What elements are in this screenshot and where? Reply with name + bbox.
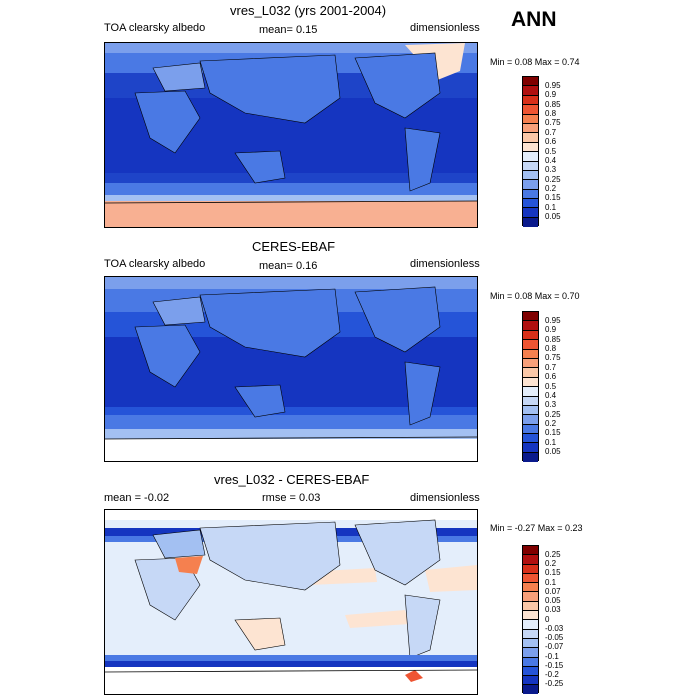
panel-1-mean-label: mean= 0.15 xyxy=(259,24,318,36)
panel-3-minmax: Min = -0.27 Max = 0.23 xyxy=(490,523,583,533)
panel-1-colorbar-level: 0.3 xyxy=(545,165,557,175)
panel-3-colorbar-level: 0.03 xyxy=(545,605,561,615)
panel-3-colorbar-level: -0.25 xyxy=(545,679,564,689)
panel-2-colorbar-level: 0.1 xyxy=(545,437,557,447)
panel-3-map xyxy=(104,509,478,695)
panel-2-colorbar-level: 0.05 xyxy=(545,447,561,457)
panel-3-colorbar-level: -0.03 xyxy=(545,623,564,633)
panel-1-colorbar-level: 0.7 xyxy=(545,127,557,137)
panel-1-colorbar-level: 0.85 xyxy=(545,99,561,109)
panel-1-colorbar-level: 0.75 xyxy=(545,118,561,128)
panel-3-colorbar-level: 0.15 xyxy=(545,568,561,578)
panel-3-title: vres_L032 - CERES-EBAF xyxy=(214,472,370,487)
panel-1-map xyxy=(104,42,478,228)
panel-3-colorbar-level: -0.07 xyxy=(545,642,564,652)
panel-3-colorbar-level: -0.1 xyxy=(545,651,559,661)
panel-1-units-label: dimensionless xyxy=(410,22,480,34)
panel-1-colorbar-level: 0.25 xyxy=(545,174,561,184)
panel-2-colorbar xyxy=(522,311,539,462)
panel-2-units-label: dimensionless xyxy=(410,258,480,270)
season-label: ANN xyxy=(511,8,557,31)
panel-2-colorbar-level: 0.9 xyxy=(545,325,557,335)
panel-2-colorbar-level: 0.8 xyxy=(545,344,557,353)
panel-2-colorbar-level: 0.7 xyxy=(545,362,557,372)
panel-1-variable-label: TOA clearsky albedo xyxy=(104,22,206,34)
panel-1-colorbar-level: 0.2 xyxy=(545,184,557,193)
panel-1-colorbar-level: 0.1 xyxy=(545,202,557,212)
panel-1-colorbar-level: 0.6 xyxy=(545,137,557,147)
panel-3-colorbar-level: -0.15 xyxy=(545,660,564,670)
panel-3-colorbar-level: 0.05 xyxy=(545,596,561,605)
panel-1-colorbar-level: 0.95 xyxy=(545,80,561,90)
panel-2-title: CERES-EBAF xyxy=(252,239,336,254)
panel-2-colorbar-level: 0.3 xyxy=(545,400,557,410)
panel-2-colorbar-level: 0.15 xyxy=(545,428,561,438)
panel-2-colorbar-level: 0.85 xyxy=(545,334,561,344)
panel-3-colorbar xyxy=(522,545,539,694)
panel-1-minmax: Min = 0.08 Max = 0.74 xyxy=(490,57,580,67)
panel-3-units-label: dimensionless xyxy=(410,492,480,504)
panel-3-colorbar-level: -0.05 xyxy=(545,633,564,642)
panel-3-colorbar-level: 0.25 xyxy=(545,549,561,559)
panel-2-colorbar-level: 0.75 xyxy=(545,353,561,363)
panel-2-colorbar-level: 0.95 xyxy=(545,315,561,325)
panel-2-mean-label: mean= 0.16 xyxy=(259,260,318,272)
panel-3-colorbar-level: 0.07 xyxy=(545,586,561,596)
panel-1-colorbar-level: 0.8 xyxy=(545,109,557,118)
panel-2-colorbar-level: 0.5 xyxy=(545,381,557,391)
panel-2-map xyxy=(104,276,478,462)
panel-1-colorbar-level: 0.9 xyxy=(545,90,557,100)
panel-3-colorbar-level: 0.2 xyxy=(545,559,557,568)
panel-2-colorbar-level: 0.2 xyxy=(545,419,557,428)
panel-1-colorbar-level: 0.05 xyxy=(545,212,561,222)
panel-3-colorbar-level: -0.2 xyxy=(545,670,559,679)
panel-1-colorbar-level: 0.4 xyxy=(545,155,557,165)
panel-1-colorbar-level: 0.15 xyxy=(545,193,561,203)
panel-1-colorbar-level: 0.5 xyxy=(545,146,557,156)
panel-2-colorbar-level: 0.6 xyxy=(545,372,557,382)
panel-2-colorbar-level: 0.4 xyxy=(545,390,557,400)
panel-3-colorbar-level: 0 xyxy=(545,614,550,624)
panel-3-mean-label: mean = -0.02 xyxy=(104,492,170,504)
panel-2-minmax: Min = 0.08 Max = 0.70 xyxy=(490,291,580,301)
panel-2-colorbar-level: 0.25 xyxy=(545,409,561,419)
panel-1-colorbar xyxy=(522,76,539,227)
panel-3-colorbar-level: 0.1 xyxy=(545,577,557,587)
panel-2-variable-label: TOA clearsky albedo xyxy=(104,258,206,270)
panel-1-title: vres_L032 (yrs 2001-2004) xyxy=(230,3,387,18)
panel-3-rmse-label: rmse = 0.03 xyxy=(262,492,321,504)
